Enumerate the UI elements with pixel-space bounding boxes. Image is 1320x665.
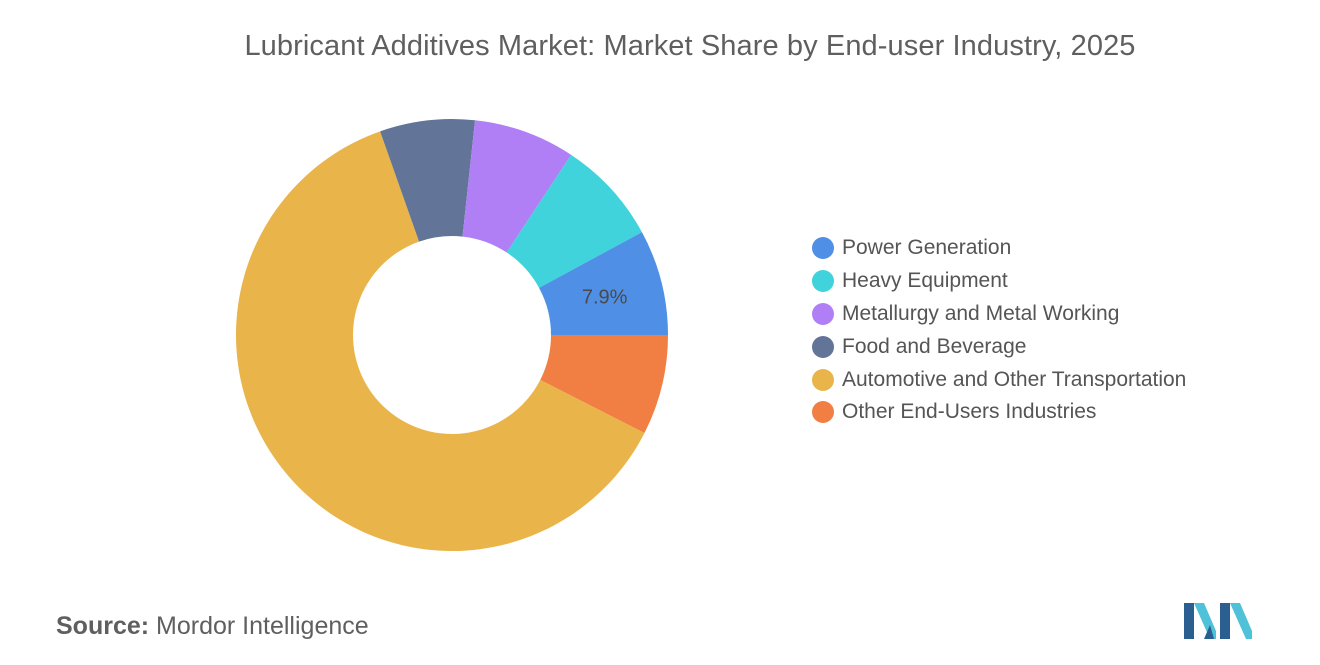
legend-swatch-icon (812, 270, 834, 293)
legend-item-metallurgy-and-metal-working: Metallurgy and Metal Working (812, 298, 1186, 331)
source-name: Mordor Intelligence (156, 612, 369, 640)
slice-automotive-and-other-transportation (236, 131, 645, 552)
legend-swatch-icon (812, 237, 834, 260)
legend-label: Heavy Equipment (842, 269, 1008, 293)
legend-label: Food and Beverage (842, 334, 1027, 358)
legend-item-automotive-and-other-transportation: Automotive and Other Transportation (812, 363, 1186, 396)
legend-label: Automotive and Other Transportation (842, 367, 1187, 391)
mordor-intelligence-logo-icon (1184, 603, 1252, 639)
legend-item-heavy-equipment: Heavy Equipment (812, 265, 1186, 298)
slice-metallurgy-and-metal-working (462, 120, 572, 253)
legend-label: Power Generation (842, 236, 1012, 260)
legend-item-food-and-beverage: Food and Beverage (812, 330, 1186, 363)
slice-power-generation (539, 232, 668, 335)
source-line: Source: Mordor Intelligence (56, 612, 369, 641)
legend-swatch-icon (812, 368, 834, 391)
legend-swatch-icon (812, 401, 834, 424)
legend-label: Other End-Users Industries (842, 400, 1097, 424)
data-label-power-generation: 7.9% (582, 286, 628, 308)
chart-title: Lubricant Additives Market: Market Share… (244, 30, 1136, 62)
legend-label: Metallurgy and Metal Working (842, 301, 1120, 325)
legend-swatch-icon (812, 335, 834, 358)
chart-legend: Power Generation Heavy Equipment Metallurg… (812, 232, 1186, 429)
legend-swatch-icon (812, 302, 834, 325)
source-label: Source: (56, 612, 150, 640)
slice-food-and-beverage (380, 119, 476, 242)
slice-other-end-users-industries (540, 335, 668, 434)
legend-item-power-generation: Power Generation (812, 232, 1186, 265)
slice-heavy-equipment (506, 154, 642, 288)
legend-item-other-end-users-industries: Other End-Users Industries (812, 396, 1186, 429)
